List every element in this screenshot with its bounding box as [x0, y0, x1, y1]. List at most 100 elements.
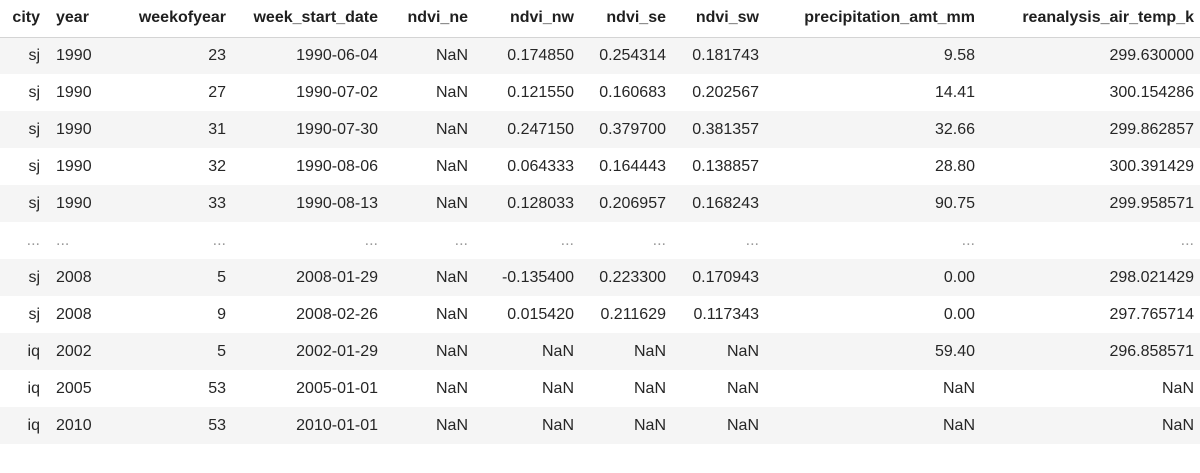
cell-city: iq [0, 370, 44, 407]
cell-reanalysis-air-temp-k: 300.391429 [981, 148, 1200, 185]
cell-ndvi-nw: ... [474, 222, 580, 259]
cell-ndvi-sw: 0.168243 [672, 185, 765, 222]
cell-year: 1990 [44, 185, 102, 222]
cell-ndvi-ne: NaN [384, 74, 474, 111]
cell-week-start-date: 2002-01-29 [232, 333, 384, 370]
cell-ndvi-se: NaN [580, 370, 672, 407]
cell-ndvi-ne: NaN [384, 333, 474, 370]
column-header-precipitation-amt-mm: precipitation_amt_mm [765, 0, 981, 38]
cell-ndvi-sw: ... [672, 222, 765, 259]
table-row: sj 1990 23 1990-06-04 NaN 0.174850 0.254314 0.1… [0, 37, 1200, 74]
cell-weekofyear: 5 [102, 333, 232, 370]
cell-ndvi-se: 0.254314 [580, 37, 672, 74]
column-header-city: city [0, 0, 44, 38]
cell-week-start-date: ... [232, 222, 384, 259]
ellipsis-row: .............................. [0, 222, 1200, 259]
cell-ndvi-sw: NaN [672, 407, 765, 444]
column-header-reanalysis-air-temp-k: reanalysis_air_temp_k [981, 0, 1200, 38]
cell-reanalysis-air-temp-k: NaN [981, 407, 1200, 444]
cell-week-start-date: 1990-07-02 [232, 74, 384, 111]
cell-precipitation-amt-mm: 90.75 [765, 185, 981, 222]
cell-city: sj [0, 259, 44, 296]
cell-year: 2008 [44, 259, 102, 296]
cell-ndvi-se: 0.223300 [580, 259, 672, 296]
cell-reanalysis-air-temp-k: 299.862857 [981, 111, 1200, 148]
column-header-week-start-date: week_start_date [232, 0, 384, 38]
cell-ndvi-ne: NaN [384, 407, 474, 444]
cell-city: sj [0, 74, 44, 111]
cell-weekofyear: 32 [102, 148, 232, 185]
cell-precipitation-amt-mm: 14.41 [765, 74, 981, 111]
cell-weekofyear: 23 [102, 37, 232, 74]
table-row: iq 2002 5 2002-01-29 NaN NaN NaN NaN 59.40 296.85… [0, 333, 1200, 370]
cell-reanalysis-air-temp-k: 299.958571 [981, 185, 1200, 222]
cell-city: sj [0, 185, 44, 222]
table-row: sj 2008 5 2008-01-29 NaN -0.135400 0.223300 0.1… [0, 259, 1200, 296]
column-header-ndvi-ne: ndvi_ne [384, 0, 474, 38]
cell-year: 2010 [44, 407, 102, 444]
cell-ndvi-nw: -0.135400 [474, 259, 580, 296]
cell-city: iq [0, 407, 44, 444]
cell-week-start-date: 1990-08-06 [232, 148, 384, 185]
cell-ndvi-ne: NaN [384, 296, 474, 333]
cell-week-start-date: 1990-07-30 [232, 111, 384, 148]
cell-ndvi-nw: NaN [474, 407, 580, 444]
cell-ndvi-se: 0.379700 [580, 111, 672, 148]
cell-precipitation-amt-mm: NaN [765, 407, 981, 444]
cell-ndvi-sw: 0.381357 [672, 111, 765, 148]
cell-reanalysis-air-temp-k: ... [981, 222, 1200, 259]
cell-week-start-date: 1990-06-04 [232, 37, 384, 74]
header-row: city year weekofyear week_start_date ndv… [0, 0, 1200, 38]
cell-precipitation-amt-mm: 28.80 [765, 148, 981, 185]
cell-reanalysis-air-temp-k: 298.021429 [981, 259, 1200, 296]
cell-reanalysis-air-temp-k: 297.765714 [981, 296, 1200, 333]
cell-ndvi-ne: NaN [384, 37, 474, 74]
cell-week-start-date: 2008-01-29 [232, 259, 384, 296]
cell-ndvi-se: NaN [580, 333, 672, 370]
cell-ndvi-se: 0.164443 [580, 148, 672, 185]
cell-ndvi-se: ... [580, 222, 672, 259]
cell-week-start-date: 2010-01-01 [232, 407, 384, 444]
cell-ndvi-se: NaN [580, 407, 672, 444]
cell-ndvi-ne: NaN [384, 370, 474, 407]
cell-precipitation-amt-mm: 0.00 [765, 259, 981, 296]
cell-year: 1990 [44, 148, 102, 185]
cell-ndvi-sw: 0.117343 [672, 296, 765, 333]
cell-ndvi-se: 0.206957 [580, 185, 672, 222]
table-row: iq 2005 53 2005-01-01 NaN NaN NaN NaN NaN NaN [0, 370, 1200, 407]
cell-week-start-date: 2008-02-26 [232, 296, 384, 333]
cell-ndvi-sw: 0.170943 [672, 259, 765, 296]
cell-city: iq [0, 333, 44, 370]
cell-city: sj [0, 37, 44, 74]
cell-ndvi-se: 0.160683 [580, 74, 672, 111]
cell-ndvi-nw: 0.174850 [474, 37, 580, 74]
cell-weekofyear: 9 [102, 296, 232, 333]
cell-city: sj [0, 148, 44, 185]
column-header-weekofyear: weekofyear [102, 0, 232, 38]
cell-precipitation-amt-mm: 32.66 [765, 111, 981, 148]
table-row: sj 1990 31 1990-07-30 NaN 0.247150 0.379700 0.3… [0, 111, 1200, 148]
cell-ndvi-ne: ... [384, 222, 474, 259]
cell-weekofyear: 5 [102, 259, 232, 296]
cell-ndvi-nw: 0.247150 [474, 111, 580, 148]
cell-precipitation-amt-mm: ... [765, 222, 981, 259]
cell-year: 2002 [44, 333, 102, 370]
cell-weekofyear: 27 [102, 74, 232, 111]
cell-ndvi-nw: 0.121550 [474, 74, 580, 111]
column-header-year: year [44, 0, 102, 38]
cell-week-start-date: 1990-08-13 [232, 185, 384, 222]
cell-reanalysis-air-temp-k: 300.154286 [981, 74, 1200, 111]
cell-precipitation-amt-mm: NaN [765, 370, 981, 407]
table-row: sj 2008 9 2008-02-26 NaN 0.015420 0.211629 0.11… [0, 296, 1200, 333]
column-header-ndvi-sw: ndvi_sw [672, 0, 765, 38]
cell-weekofyear: 31 [102, 111, 232, 148]
cell-precipitation-amt-mm: 9.58 [765, 37, 981, 74]
table-body: sj 1990 23 1990-06-04 NaN 0.174850 0.254314 0.1… [0, 37, 1200, 444]
table-row: sj 1990 33 1990-08-13 NaN 0.128033 0.206957 0.1… [0, 185, 1200, 222]
table-row: sj 1990 27 1990-07-02 NaN 0.121550 0.160683 0.2… [0, 74, 1200, 111]
cell-precipitation-amt-mm: 59.40 [765, 333, 981, 370]
cell-weekofyear: 53 [102, 407, 232, 444]
cell-ndvi-ne: NaN [384, 259, 474, 296]
cell-ndvi-sw: 0.181743 [672, 37, 765, 74]
